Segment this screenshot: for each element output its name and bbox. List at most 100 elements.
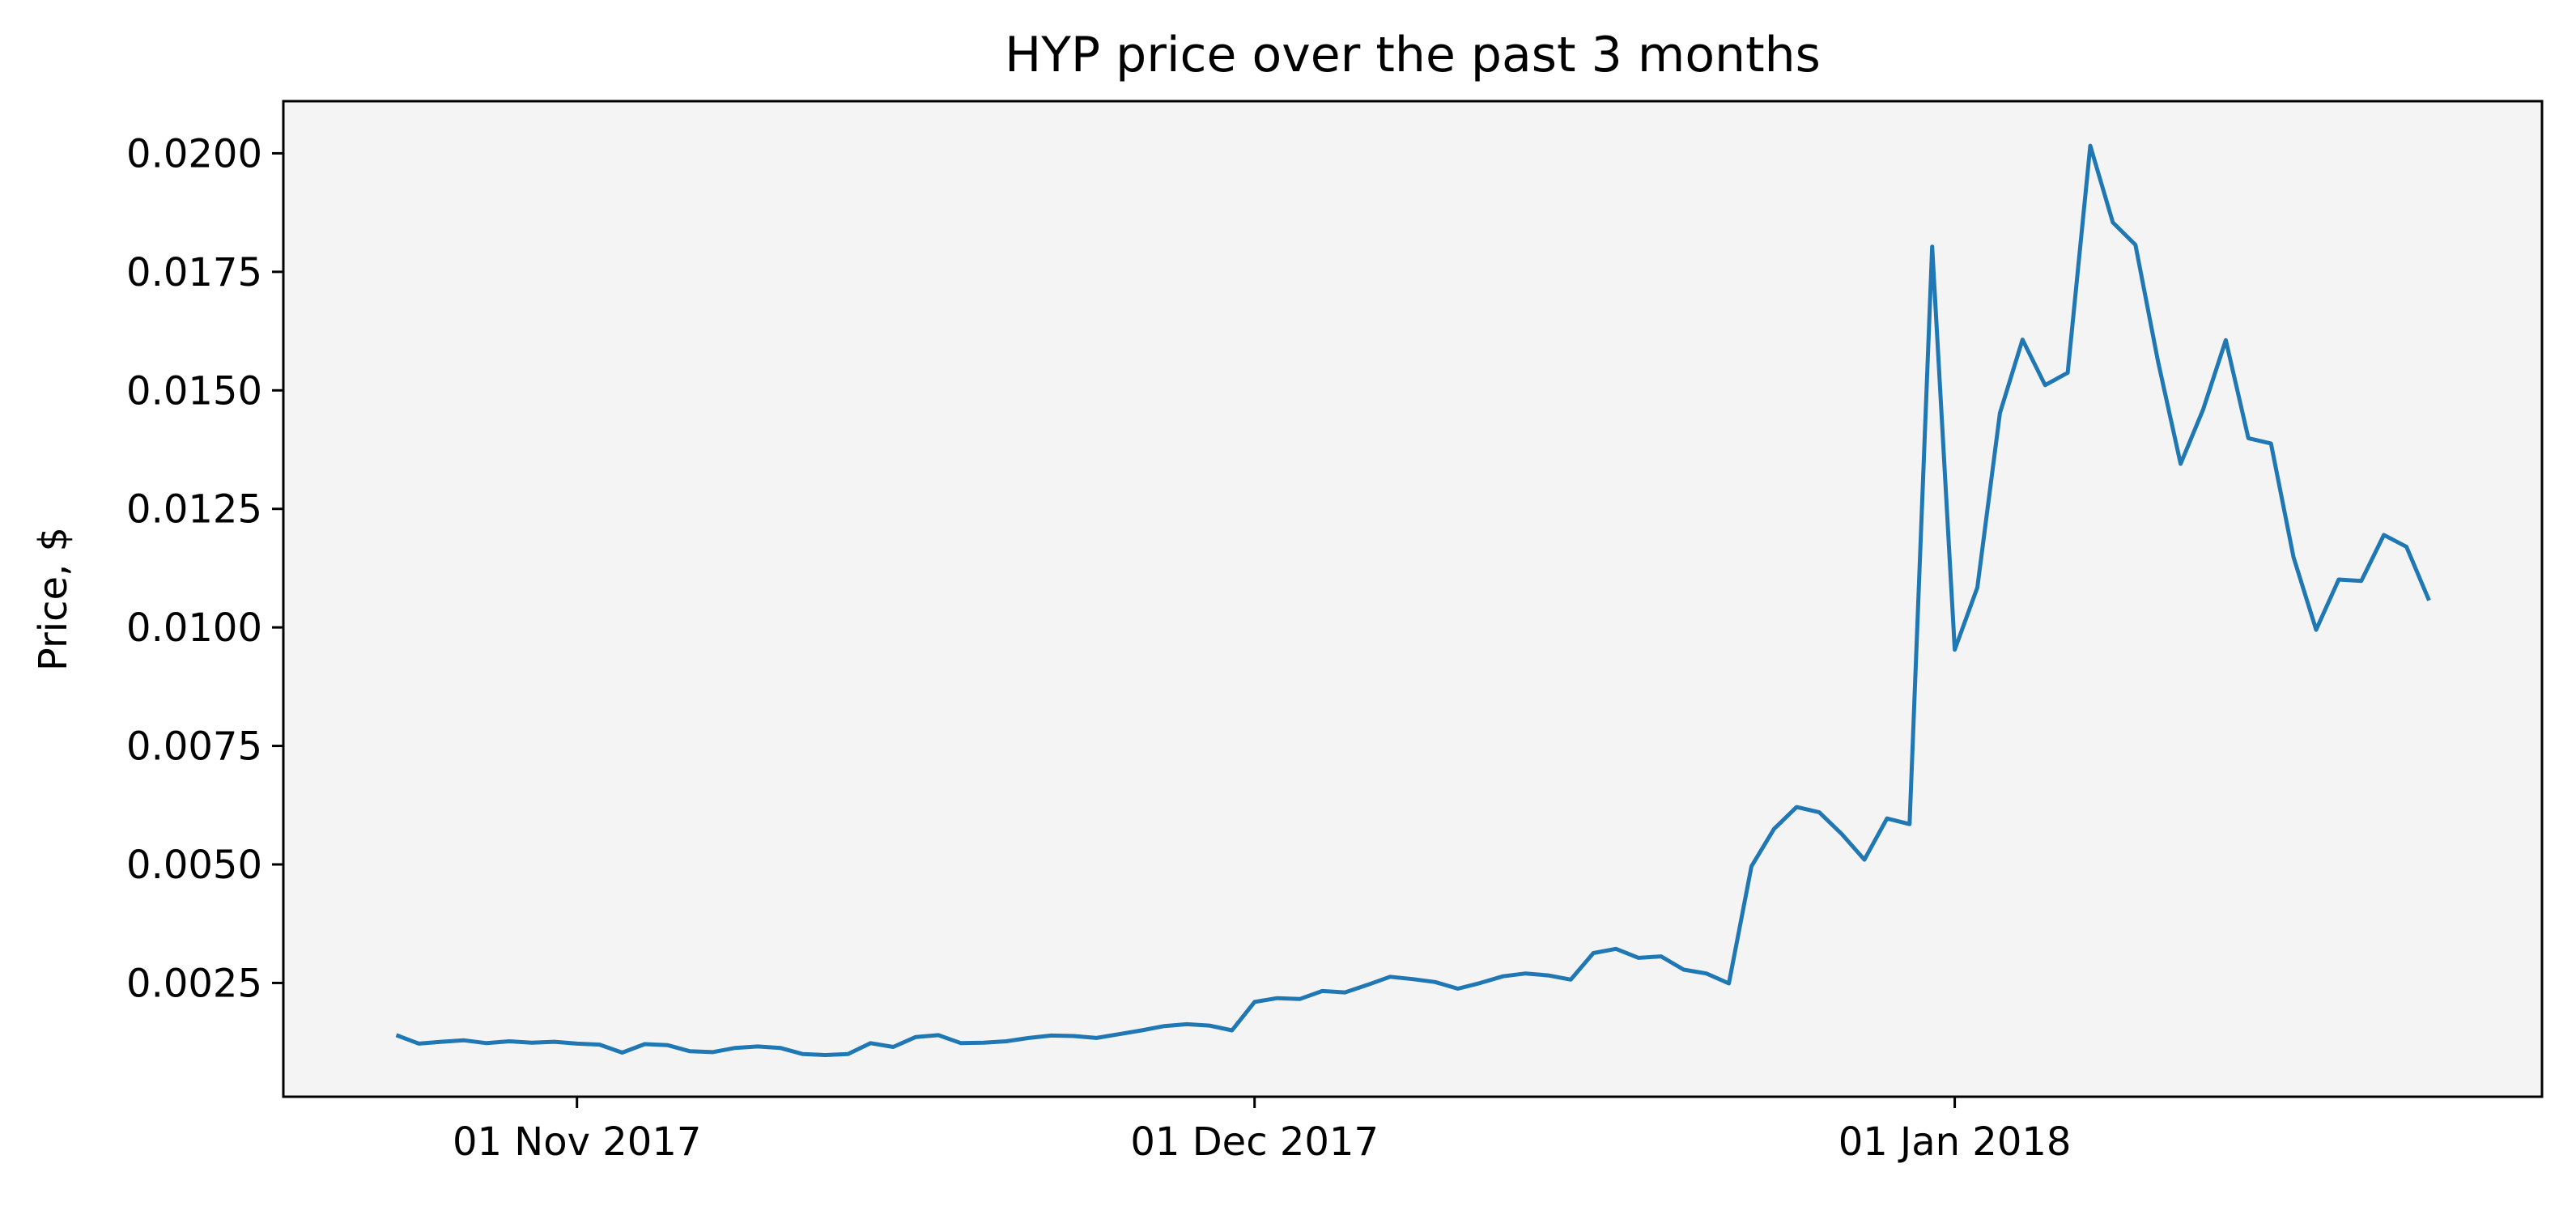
data-point [1433,979,1438,984]
data-point [1094,1035,1099,1040]
data-point [936,1033,941,1038]
data-point [1885,816,1889,821]
data-point [620,1051,625,1055]
data-point [1162,1024,1167,1029]
data-point [529,1040,534,1045]
data-point [1817,810,1821,815]
y-tick-label: 0.0175 [126,250,262,295]
data-point [1704,971,1709,976]
data-point [913,1034,918,1039]
y-tick-label: 0.0125 [126,487,262,533]
data-point [1568,977,1573,982]
data-point [1613,946,1618,951]
data-point [1659,954,1664,959]
data-point [1997,410,2002,415]
series-line [395,143,2431,1057]
x-tick-label: 01 Dec 2017 [1130,1119,1379,1165]
data-point [2043,383,2047,388]
plot-frame [282,100,2544,1098]
data-point [823,1053,828,1058]
data-point [597,1043,602,1047]
data-point [1049,1033,1054,1038]
data-point [1004,1039,1009,1044]
data-point [1524,971,1528,976]
data-point [1027,1035,1031,1040]
data-point [665,1043,670,1047]
data-point [981,1040,986,1045]
x-tick-label: 01 Nov 2017 [453,1119,701,1165]
y-tick-label: 0.0025 [126,961,262,1006]
data-point [2359,579,2364,584]
data-point [1275,996,1280,1000]
y-tick-label: 0.0075 [126,724,262,770]
data-point [755,1044,760,1049]
data-point [507,1039,512,1044]
data-point [1207,1023,1212,1028]
data-point [2020,338,2025,342]
data-point [2223,338,2228,342]
data-point [1681,967,1686,972]
data-point [2246,435,2251,440]
data-point [1591,951,1596,956]
data-point [1727,981,1732,986]
data-point [1230,1028,1235,1033]
data-point [801,1051,806,1056]
data-point [1410,977,1415,982]
data-point [439,1039,444,1044]
y-tick-label: 0.0050 [126,843,262,888]
data-point [1953,648,1958,652]
data-point [1478,980,1483,985]
data-point [1184,1021,1189,1026]
data-point [2065,371,2070,376]
data-point [1862,857,1867,862]
data-point [642,1042,647,1047]
data-point [2314,627,2319,632]
data-point [1139,1028,1144,1033]
data-point [1388,975,1392,979]
data-point [1636,955,1641,960]
data-point [2382,533,2387,537]
data-point [1252,1000,1257,1004]
data-point [2404,545,2409,550]
data-point [394,1033,399,1038]
data-point [2088,143,2093,148]
data-point [2201,407,2206,412]
data-point [461,1038,466,1043]
data-point [1072,1034,1077,1038]
data-point [959,1041,963,1046]
data-point [1771,826,1776,831]
x-axis-ticks: 01 Nov 2017 01 Dec 2017 01 Jan 2018 [453,1097,2071,1165]
data-point [1930,244,1935,249]
data-point [1749,864,1754,868]
data-point [1320,988,1324,993]
data-point [1501,974,1506,979]
data-point [710,1050,715,1055]
y-tick-label: 0.0150 [126,368,262,414]
data-point [891,1045,895,1050]
data-point [1456,987,1460,992]
data-point [1545,973,1550,978]
chart-title: HYP price over the past 3 months [1005,27,1821,83]
data-point [2111,220,2115,225]
data-point [1975,585,1980,590]
y-tick-label: 0.0200 [126,131,262,176]
data-point [2427,598,2432,603]
data-point [2291,555,2296,560]
data-point [1794,805,1799,809]
data-point [687,1049,692,1054]
data-point [1342,990,1347,995]
y-axis-label: Price, $ [31,527,76,671]
data-point [1839,832,1844,837]
data-point [2179,461,2183,466]
y-tick-label: 0.0100 [126,605,262,651]
data-point [2156,359,2161,364]
data-point [2336,577,2341,582]
data-point [733,1046,738,1051]
y-axis-ticks: 0.0025 0.0050 0.0075 0.0100 0.0125 0.0150 0.01… [126,131,283,1006]
plot-area [283,101,2542,1097]
data-point [416,1041,421,1046]
data-point [846,1051,851,1056]
data-point [484,1041,489,1046]
